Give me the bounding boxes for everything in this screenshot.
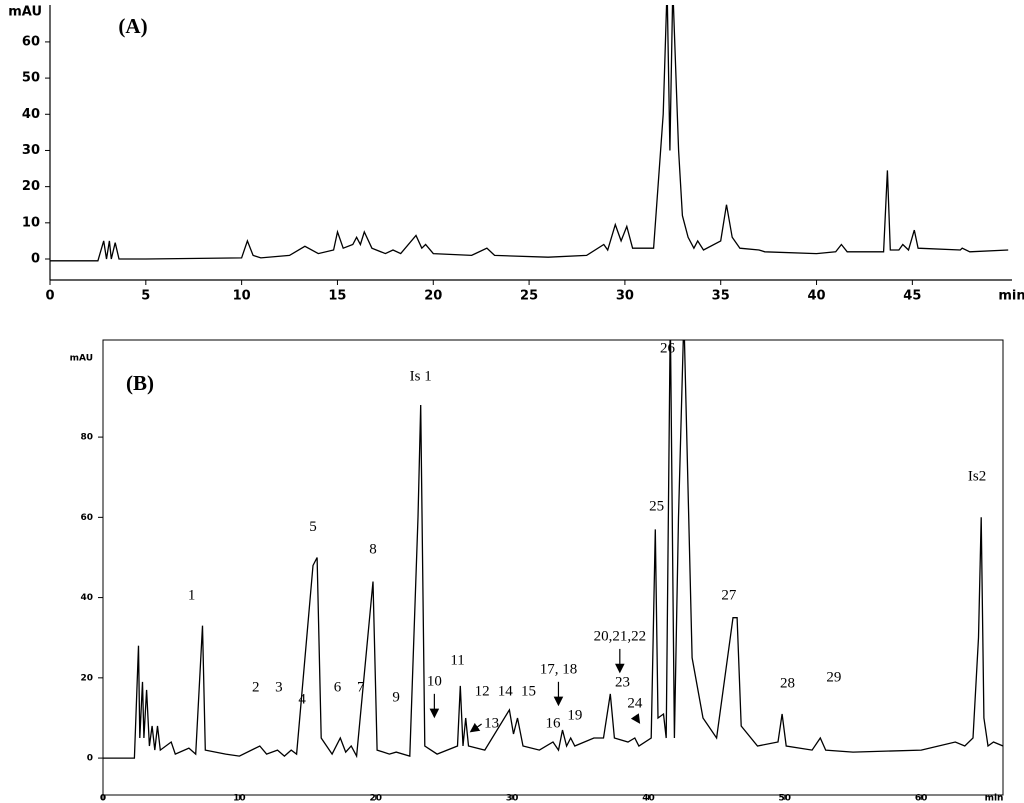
peak-label: 15 [521,683,536,699]
y-tick-label: 40 [22,107,40,122]
x-tick-label: 10 [233,794,246,803]
x-tick-label: 60 [915,794,928,803]
peak-label: 23 [615,674,630,690]
x-tick-label: 45 [903,289,921,304]
peak-label: 10 [427,673,442,689]
x-tick-label: 0 [45,289,54,304]
y-tick-label: 0 [87,754,93,764]
peak-arrow [469,722,482,733]
peak-label: 3 [275,679,283,695]
x-tick-label: 20 [424,289,442,304]
x-tick-label: 35 [712,289,730,304]
x-tick-label: 40 [807,289,825,304]
peak-label: Is 1 [410,368,432,384]
plot-frame [102,339,1004,796]
peak-label: 9 [392,689,400,705]
y-tick-label: 20 [22,179,40,194]
peak-label: 16 [546,715,562,731]
peak-label: 7 [357,679,365,695]
peak-label: 26 [660,340,676,356]
y-tick-label: 60 [22,34,40,49]
peak-label: 8 [369,541,377,557]
peak-label: 20,21,22 [594,628,647,644]
x-tick-label: 5 [141,289,150,304]
peak-label: 25 [649,498,664,514]
peak-label: 27 [721,587,737,603]
peak-label: 5 [309,519,317,535]
x-tick-label: 0 [100,794,106,803]
peak-label: 28 [780,675,795,691]
y-axis-label: mAU [70,354,93,364]
peak-label: Is2 [968,469,986,485]
x-tick-label: 40 [642,794,655,803]
x-axis-label: min [998,289,1024,304]
y-tick-label: 50 [22,71,40,86]
y-tick-label: 40 [80,593,93,603]
peak-label: 4 [298,691,306,707]
peak-label: 13 [484,715,499,731]
x-tick-label: 30 [506,794,519,803]
y-tick-label: 0 [31,252,40,267]
x-tick-label: 20 [369,794,382,803]
y-tick-label: 20 [80,673,93,683]
peak-label: 2 [252,679,260,695]
peak-label: 24 [627,695,643,711]
x-tick-label: 10 [233,289,251,304]
y-axis-label: mAU [8,5,42,20]
x-axis-label: min [985,794,1004,803]
panel-label: (B) [126,371,154,395]
peak-label: 1 [188,587,196,603]
x-tick-label: 25 [520,289,538,304]
x-tick-label: 15 [328,289,346,304]
peak-label: 19 [567,707,582,723]
y-tick-label: 10 [22,215,40,230]
peak-label: 12 [475,683,490,699]
trace [50,5,1009,262]
y-tick-label: 80 [80,433,93,443]
trace [103,340,1003,759]
panel-label: (A) [118,14,147,38]
peak-label: 29 [826,669,841,685]
y-tick-label: 30 [22,143,40,158]
peak-label: 11 [450,652,464,668]
peak-label: 14 [498,683,514,699]
x-tick-label: 30 [616,289,634,304]
peak-label: 17, 18 [540,661,578,677]
peak-arrow [630,713,641,724]
y-tick-label: 60 [80,513,93,523]
x-tick-label: 50 [779,794,792,803]
peak-label: 6 [334,679,342,695]
chart-panel: 0 10 20 30 40 50 60 0 5 10 15 20 25 30 35 40 45 mAU min (A) [8,5,1024,304]
